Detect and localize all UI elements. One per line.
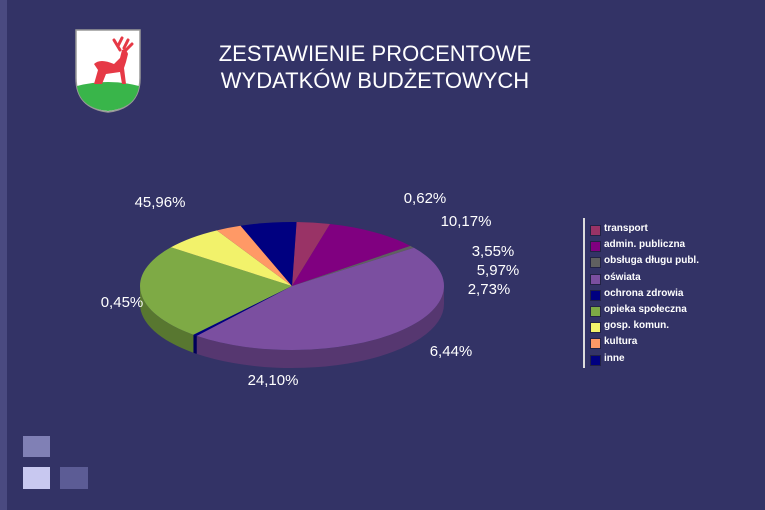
- legend-label: transport: [604, 223, 648, 234]
- pie-data-label: 3,55%: [472, 243, 515, 260]
- coat-of-arms-logo: [75, 29, 141, 113]
- pie-slice: [216, 225, 292, 286]
- pie-slice: [170, 230, 292, 286]
- pie-side-walls: [140, 286, 444, 368]
- legend-label: ochrona zdrowia: [604, 287, 684, 299]
- legend-label: kultura: [604, 336, 638, 348]
- pie-data-label: 0,45%: [101, 294, 144, 311]
- decor-square: [23, 467, 50, 489]
- pie-slice: [193, 286, 292, 336]
- pie-data-label: 24,10%: [248, 372, 299, 389]
- pie-slice: [292, 224, 411, 286]
- pie-data-label: 6,44%: [430, 343, 473, 360]
- legend-label: obsługa długu publ.: [604, 255, 699, 267]
- legend-swatch: [590, 338, 601, 350]
- pie-slice: [240, 221, 297, 286]
- pie-data-label: 2,73%: [468, 281, 511, 298]
- legend-swatch: [590, 257, 601, 269]
- legend-swatch: [590, 273, 601, 285]
- decor-square: [23, 436, 50, 457]
- pie-data-label: 0,62%: [404, 190, 447, 207]
- pie-data-label: 5,97%: [477, 262, 520, 279]
- chart-title-line-1: ZESTAWIENIE PROCENTOWE: [218, 41, 532, 66]
- pie-data-label: 10,17%: [441, 213, 492, 230]
- legend-swatch: [590, 225, 601, 236]
- legend-swatch: [590, 241, 601, 253]
- pie-slice: [292, 245, 414, 286]
- legend-swatch: [590, 289, 601, 301]
- pie-slice-side: [193, 334, 197, 354]
- legend-swatch: [590, 354, 601, 366]
- legend-label: gosp. komun.: [604, 320, 669, 332]
- legend-label: inne: [604, 352, 625, 364]
- legend-swatch: [590, 306, 601, 317]
- pie-slice-side: [140, 286, 194, 353]
- pie-slice: [139, 247, 292, 335]
- decor-square: [60, 467, 88, 489]
- pie-slice: [196, 247, 444, 351]
- chart-title-line-2: WYDATKÓW BUDŻETOWYCH: [220, 68, 530, 93]
- legend-label: oświata: [604, 271, 641, 283]
- legend-label: opieka społeczna: [604, 304, 687, 315]
- chart-legend: transport admin. publiczna obsługa długu p…: [583, 218, 725, 368]
- legend-label: admin. publiczna: [604, 239, 686, 251]
- legend-swatch: [590, 322, 601, 334]
- pie-slice: [292, 222, 331, 286]
- pie-slice-side: [196, 286, 444, 368]
- left-accent-bar: [0, 0, 7, 510]
- pie-data-label: 45,96%: [135, 194, 186, 211]
